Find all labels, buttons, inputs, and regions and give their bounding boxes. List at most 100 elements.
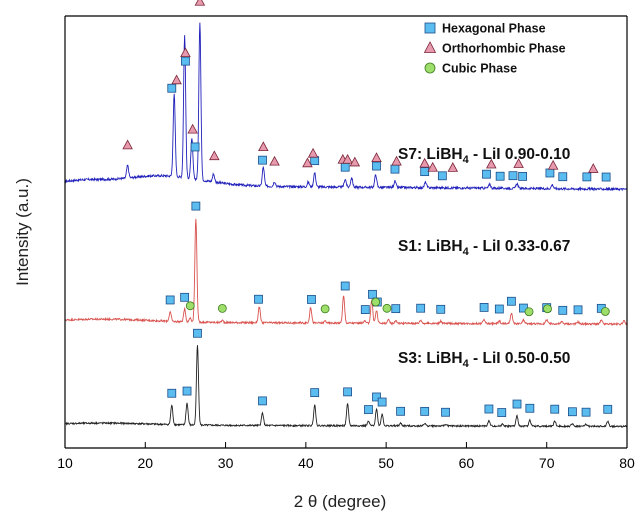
x-tick-label: 20 xyxy=(137,455,153,471)
hexagonal-phase-marker xyxy=(396,406,405,416)
orthorhombic-phase-marker xyxy=(258,141,269,152)
orthorhombic-phase-marker xyxy=(371,152,382,162)
orthorhombic-phase-marker xyxy=(419,157,430,168)
hexagonal-phase-marker xyxy=(558,172,568,182)
hexagonal-phase-marker xyxy=(416,303,426,313)
hexagonal-phase-marker xyxy=(436,304,446,314)
x-ticks-group: 10 20 30 40 50 60 70 80 xyxy=(57,442,635,471)
legend: Hexagonal Phase Orthorhombic Phase Cubic P… xyxy=(423,22,566,76)
orthorhombic-phase-marker xyxy=(342,153,353,164)
hexagonal-phase-marker xyxy=(568,407,577,417)
cubic-phase-marker xyxy=(600,307,610,316)
series-label-main: S7: LiBH xyxy=(398,146,463,163)
hexagonal-phase-marker xyxy=(391,304,401,314)
orthorhombic-phase-marker xyxy=(547,159,559,170)
hexagonal-phase-marker xyxy=(364,405,373,414)
hexagonal-phase-marker xyxy=(258,155,267,165)
hexagonal-phase-marker xyxy=(390,164,400,174)
series-label-subscript: 4 xyxy=(463,358,470,370)
legend-orthorhombic-icon xyxy=(423,41,437,53)
hexagonal-phase-marker xyxy=(518,171,528,181)
series-label-subscript: 4 xyxy=(463,154,470,166)
hexagonal-phase-marker xyxy=(360,305,370,314)
x-tick-label: 80 xyxy=(619,455,635,471)
hexagonal-phase-marker xyxy=(372,392,381,402)
orthorhombic-phase-marker xyxy=(447,162,459,172)
legend-label: Cubic Phase xyxy=(442,62,517,76)
hexagonal-phase-marker xyxy=(545,168,555,178)
hexagonal-phase-marker xyxy=(441,407,450,417)
hexagonal-phase-marker xyxy=(484,404,494,414)
y-axis-title: Intensity (a.u.) xyxy=(13,178,32,286)
series-label: S1: LiBH4 - LiI 0.33-0.67 xyxy=(398,238,570,258)
hexagonal-phase-marker xyxy=(420,406,430,416)
cubic-phase-marker xyxy=(382,303,392,313)
orthorhombic-phase-marker xyxy=(588,163,599,173)
x-tick-label: 60 xyxy=(459,455,475,471)
legend-cubic-icon xyxy=(424,62,436,74)
x-tick-label: 50 xyxy=(378,455,394,471)
phase-markers-group xyxy=(122,0,613,417)
series-line xyxy=(64,345,628,429)
hexagonal-phase-marker xyxy=(582,172,592,182)
legend-label: Hexagonal Phase xyxy=(442,22,546,36)
series-label-main: S1: LiBH xyxy=(398,238,463,255)
hexagonal-phase-marker xyxy=(307,295,316,304)
hexagonal-phase-marker xyxy=(167,83,177,93)
hexagonal-phase-marker xyxy=(437,171,447,181)
cubic-phase-marker xyxy=(543,304,552,314)
series-label: S7: LiBH4 - LiI 0.90-0.10 xyxy=(398,146,570,166)
cubic-phase-marker xyxy=(524,307,534,317)
series-label-rest: - LiI 0.90-0.10 xyxy=(469,146,571,163)
hexagonal-phase-marker xyxy=(482,169,491,179)
hexagonal-phase-marker xyxy=(340,162,350,172)
orthorhombic-phase-marker xyxy=(122,139,133,150)
hexagonal-phase-marker xyxy=(310,388,320,398)
hexagonal-phase-marker xyxy=(165,295,175,305)
hexagonal-phase-marker xyxy=(258,396,267,406)
orthorhombic-phase-marker xyxy=(513,158,524,168)
hexagonal-phase-marker xyxy=(377,397,387,407)
orthorhombic-phase-marker xyxy=(486,158,497,169)
hexagonal-phase-marker xyxy=(512,399,522,409)
x-tick-label: 40 xyxy=(298,455,314,471)
cubic-phase-marker xyxy=(371,297,381,307)
orthorhombic-phase-marker xyxy=(391,155,402,166)
orthorhombic-phase-marker xyxy=(180,47,191,58)
axes-group xyxy=(64,15,628,449)
hexagonal-phase-marker xyxy=(167,388,177,398)
hexagonal-phase-marker xyxy=(525,403,535,413)
hexagonal-phase-marker xyxy=(550,404,560,414)
hexagonal-phase-marker xyxy=(479,303,489,312)
hexagonal-phase-marker xyxy=(601,172,611,182)
x-axis-title: 2 θ (degree) xyxy=(294,492,387,511)
orthorhombic-phase-marker xyxy=(302,157,313,168)
x-tick-label: 10 xyxy=(57,455,73,471)
hexagonal-phase-marker xyxy=(182,386,192,396)
hexagonal-phase-marker xyxy=(190,142,200,152)
hexagonal-phase-marker xyxy=(254,294,263,304)
orthorhombic-phase-marker xyxy=(269,155,280,166)
cubic-phase-marker xyxy=(320,304,330,314)
x-tick-label: 30 xyxy=(218,455,234,471)
hexagonal-phase-marker xyxy=(340,281,350,291)
hexagonal-phase-marker xyxy=(372,161,381,171)
hexagonal-phase-marker xyxy=(193,328,202,338)
series-label-subscript: 4 xyxy=(463,246,470,258)
cubic-phase-marker xyxy=(217,304,227,313)
orthorhombic-phase-marker xyxy=(187,123,198,134)
hexagonal-phase-marker xyxy=(508,171,518,181)
series-label-rest: - LiI 0.33-0.67 xyxy=(469,238,571,255)
hexagonal-phase-marker xyxy=(495,171,505,181)
hexagonal-phase-marker xyxy=(368,289,377,299)
hexagonal-phase-marker xyxy=(603,404,613,414)
hexagonal-phase-marker xyxy=(494,304,504,314)
hexagonal-phase-marker xyxy=(497,408,507,417)
orthorhombic-phase-marker xyxy=(209,150,220,161)
cubic-phase-marker xyxy=(185,301,195,311)
hexagonal-phase-marker xyxy=(558,305,568,315)
hexagonal-phase-marker xyxy=(310,156,320,166)
